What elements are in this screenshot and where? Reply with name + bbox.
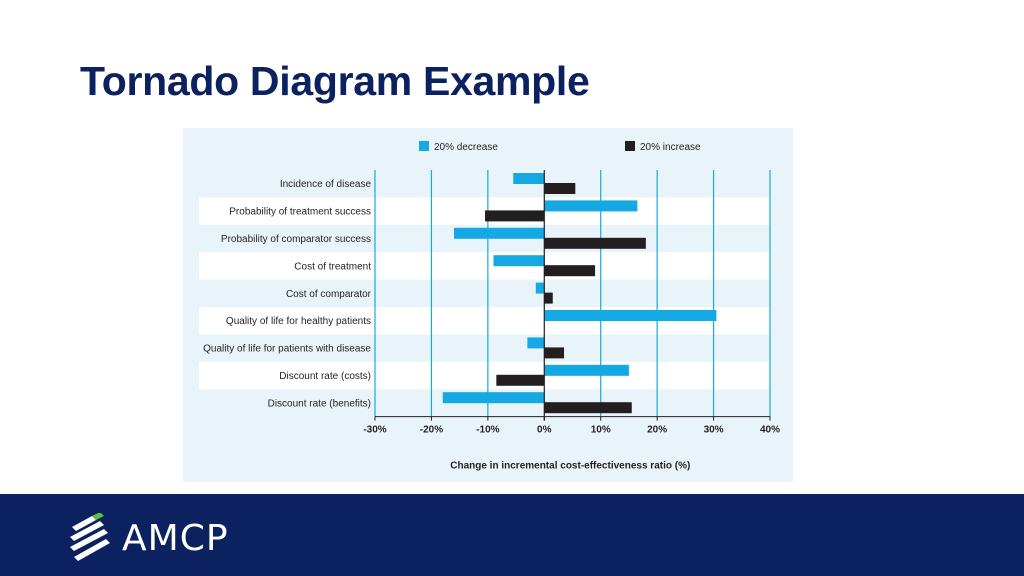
bar-decrease xyxy=(513,173,545,184)
category-label: Discount rate (costs) xyxy=(279,371,371,382)
bar-decrease xyxy=(454,227,545,239)
footer-bar xyxy=(0,494,1024,576)
bar-decrease xyxy=(493,255,545,267)
x-tick-label: 10% xyxy=(591,425,611,436)
tornado-chart: Incidence of disease Probability of treat… xyxy=(183,128,793,482)
bar-decrease xyxy=(544,310,717,321)
legend-label: 20% increase xyxy=(640,142,701,153)
category-label: Discount rate (benefits) xyxy=(268,398,371,409)
row-band xyxy=(199,252,770,280)
bar-decrease xyxy=(442,392,545,404)
bar-increase xyxy=(544,292,553,304)
chart-canvas: Incidence of disease Probability of treat… xyxy=(199,141,780,472)
bar-increase xyxy=(544,183,576,194)
legend-swatch xyxy=(625,141,635,151)
bar-decrease xyxy=(527,337,545,349)
row-band xyxy=(199,361,770,390)
bar-decrease xyxy=(544,364,629,376)
category-label: Cost of treatment xyxy=(294,261,371,272)
x-tick-label: -10% xyxy=(476,425,499,436)
amcp-stripes-logo-icon xyxy=(70,513,110,561)
x-tick-label: -30% xyxy=(363,425,386,436)
row-band xyxy=(199,197,770,225)
x-tick-label: 40% xyxy=(760,425,780,436)
logo-text: AMCP xyxy=(122,517,229,559)
legend-label: 20% decrease xyxy=(434,142,498,153)
bar-decrease xyxy=(535,282,545,294)
bar-increase xyxy=(496,374,545,386)
category-label: Probability of comparator success xyxy=(221,234,371,245)
legend-swatch xyxy=(419,141,429,151)
slide-title: Tornado Diagram Example xyxy=(80,58,590,104)
bar-increase xyxy=(485,210,545,222)
x-tick-label: 30% xyxy=(704,425,724,436)
bar-increase xyxy=(544,265,596,277)
bar-increase xyxy=(544,237,646,249)
x-axis-title: Change in incremental cost-effectiveness… xyxy=(450,461,690,472)
category-label: Quality of life for patients with diseas… xyxy=(203,344,371,355)
category-label: Quality of life for healthy patients xyxy=(226,316,371,327)
x-tick-label: 0% xyxy=(537,425,552,436)
bar-decrease xyxy=(544,200,638,212)
x-tick-label: 20% xyxy=(647,425,667,436)
x-tick-label: -20% xyxy=(420,425,443,436)
bar-increase xyxy=(544,402,632,414)
bar-increase xyxy=(544,347,565,359)
amcp-logo: AMCP xyxy=(66,513,229,563)
category-label: Probability of treatment success xyxy=(229,207,371,218)
category-label: Incidence of disease xyxy=(280,179,372,190)
category-label: Cost of comparator xyxy=(286,289,372,300)
